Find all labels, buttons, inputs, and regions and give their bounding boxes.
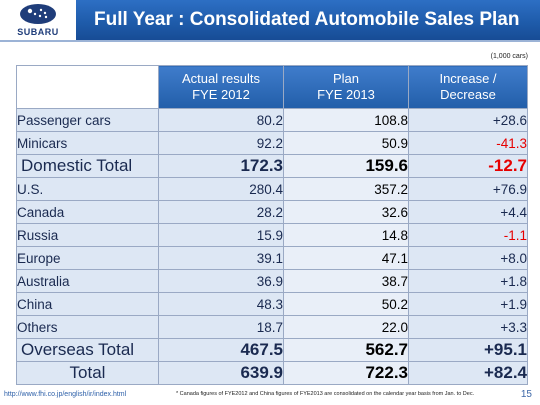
actual-value: 48.3 — [158, 292, 284, 316]
change-value: +82.4 — [408, 361, 528, 385]
actual-value: 80.2 — [158, 108, 284, 132]
footnote: * Canada figures of FYE2012 and China fi… — [176, 391, 475, 397]
actual-value: 92.2 — [158, 131, 284, 155]
plan-value: 108.8 — [283, 108, 409, 132]
change-value: +1.8 — [408, 269, 528, 293]
actual-value: 39.1 — [158, 246, 284, 270]
change-value: -12.7 — [408, 154, 528, 178]
row-label: Europe — [16, 246, 159, 270]
header-actual: Actual results FYE 2012 — [158, 65, 284, 109]
row-label: Russia — [16, 223, 159, 247]
change-value: -41.3 — [408, 131, 528, 155]
change-value: +8.0 — [408, 246, 528, 270]
footer-url-link[interactable]: http://www.fhi.co.jp/english/ir/index.ht… — [4, 391, 127, 398]
change-value: +3.3 — [408, 315, 528, 339]
table-row: Others 18.7 22.0 +3.3 — [16, 315, 528, 339]
row-label: Domestic Total — [16, 154, 159, 178]
table-row: Europe 39.1 47.1 +8.0 — [16, 246, 528, 270]
actual-value: 280.4 — [158, 177, 284, 201]
actual-value: 172.3 — [158, 154, 284, 178]
row-label: Others — [16, 315, 159, 339]
table-row: U.S. 280.4 357.2 +76.9 — [16, 177, 528, 201]
change-value: -1.1 — [408, 223, 528, 247]
actual-value: 18.7 — [158, 315, 284, 339]
row-label: China — [16, 292, 159, 316]
plan-value: 22.0 — [283, 315, 409, 339]
plan-value: 38.7 — [283, 269, 409, 293]
plan-value: 47.1 — [283, 246, 409, 270]
plan-value: 562.7 — [283, 338, 409, 362]
row-label: U.S. — [16, 177, 159, 201]
slide-header: SUBARU Full Year : Consolidated Automobi… — [0, 0, 540, 40]
table-row: Minicars 92.2 50.9 -41.3 — [16, 131, 528, 155]
actual-value: 36.9 — [158, 269, 284, 293]
row-label: Passenger cars — [16, 108, 159, 132]
table-row: Russia 15.9 14.8 -1.1 — [16, 223, 528, 247]
header-plan: Plan FYE 2013 — [283, 65, 409, 109]
table-row: China 48.3 50.2 +1.9 — [16, 292, 528, 316]
actual-value: 639.9 — [158, 361, 284, 385]
header-change: Increase / Decrease — [408, 65, 528, 109]
table-row: Passenger cars 80.2 108.8 +28.6 — [16, 108, 528, 132]
title-bar: Full Year : Consolidated Automobile Sale… — [76, 0, 540, 40]
page-number: 15 — [520, 389, 532, 400]
row-label: Minicars — [16, 131, 159, 155]
table-header-row: Actual results FYE 2012 Plan FYE 2013 In… — [16, 65, 528, 109]
actual-value: 28.2 — [158, 200, 284, 224]
table-row-total: Total 639.9 722.3 +82.4 — [16, 361, 528, 385]
page-title: Full Year : Consolidated Automobile Sale… — [94, 9, 520, 30]
logo-wordmark: SUBARU — [17, 27, 59, 37]
actual-value: 15.9 — [158, 223, 284, 247]
change-value: +4.4 — [408, 200, 528, 224]
row-label: Australia — [16, 269, 159, 293]
header-blank-cell — [16, 65, 159, 109]
subaru-emblem-icon — [20, 4, 56, 24]
subaru-logo: SUBARU — [0, 0, 76, 40]
units-note: (1,000 cars) — [490, 53, 528, 60]
plan-value: 32.6 — [283, 200, 409, 224]
table-row: Australia 36.9 38.7 +1.8 — [16, 269, 528, 293]
actual-value: 467.5 — [158, 338, 284, 362]
plan-value: 50.2 — [283, 292, 409, 316]
plan-value: 722.3 — [283, 361, 409, 385]
change-value: +28.6 — [408, 108, 528, 132]
plan-value: 159.6 — [283, 154, 409, 178]
header-divider — [0, 40, 540, 42]
change-value: +1.9 — [408, 292, 528, 316]
plan-value: 357.2 — [283, 177, 409, 201]
table-row-domestic-total: Domestic Total 172.3 159.6 -12.7 — [16, 154, 528, 178]
change-value: +95.1 — [408, 338, 528, 362]
table-row-overseas-total: Overseas Total 467.5 562.7 +95.1 — [16, 338, 528, 362]
row-label: Canada — [16, 200, 159, 224]
sales-table: Actual results FYE 2012 Plan FYE 2013 In… — [16, 65, 528, 385]
change-value: +76.9 — [408, 177, 528, 201]
plan-value: 14.8 — [283, 223, 409, 247]
table-row: Canada 28.2 32.6 +4.4 — [16, 200, 528, 224]
plan-value: 50.9 — [283, 131, 409, 155]
row-label: Total — [16, 361, 159, 385]
row-label: Overseas Total — [16, 338, 159, 362]
